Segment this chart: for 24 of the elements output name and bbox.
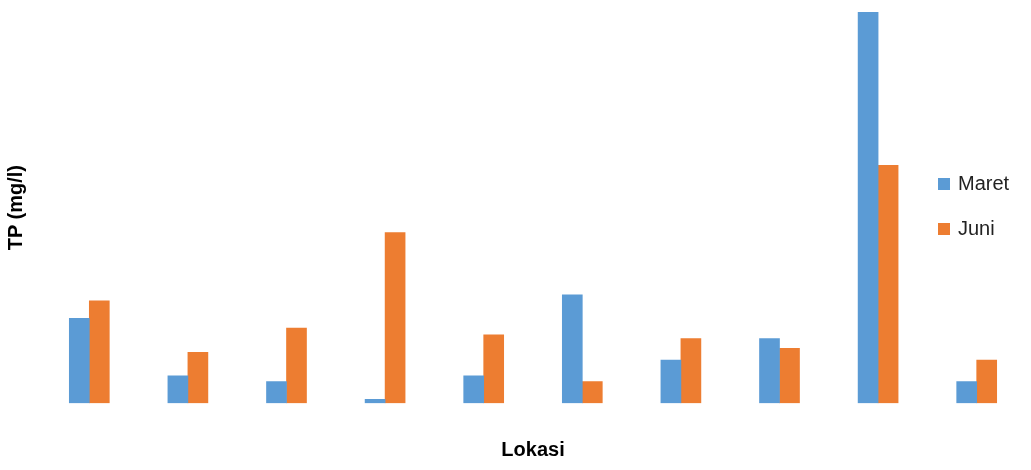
bar [384,232,406,404]
bar [680,338,702,404]
bar [581,381,603,404]
bar [857,12,879,404]
bar [88,300,110,404]
bar [956,381,978,404]
bar [68,317,90,404]
bar [976,359,998,404]
bar [877,165,899,404]
bar [483,334,505,404]
bar [779,348,800,404]
bar [660,359,682,404]
bar [561,294,583,404]
x-axis-title: Lokasi [501,437,565,460]
legend-label: Maret [958,172,1010,195]
bar [187,352,209,404]
y-axis-title: TP (mg/l) [3,165,26,251]
bar [167,375,189,404]
bar [364,398,386,404]
legend-label: Juni [958,217,995,240]
bar [463,375,485,404]
bar [266,381,287,404]
bar [286,327,307,404]
bar [759,338,780,404]
